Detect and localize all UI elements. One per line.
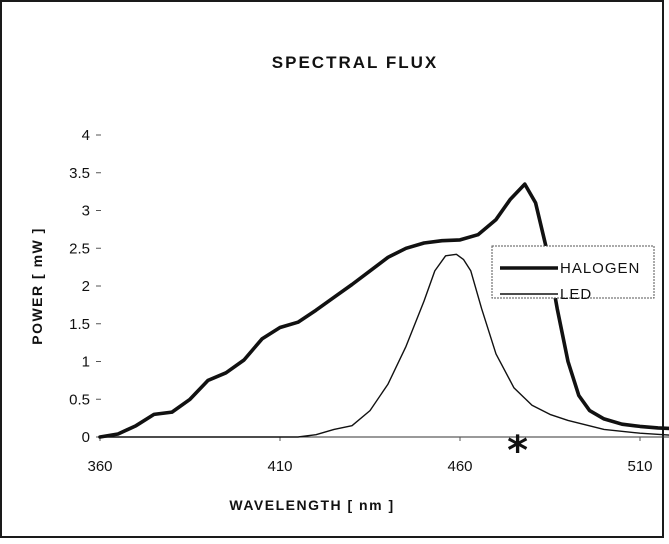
x-tick-label: 460 bbox=[447, 458, 472, 475]
x-tick-label: 510 bbox=[627, 458, 652, 475]
y-tick-label: 3.5 bbox=[69, 165, 90, 182]
y-tick-label: 1.5 bbox=[69, 316, 90, 333]
legend-box bbox=[491, 245, 655, 299]
annotation-marker: * bbox=[507, 428, 528, 474]
y-tick-label: 1 bbox=[82, 354, 90, 371]
series-layer bbox=[98, 182, 669, 439]
x-tick-label: 410 bbox=[267, 458, 292, 475]
legend-label-halogen: HALOGEN bbox=[560, 260, 640, 277]
y-tick-label: 0 bbox=[82, 429, 90, 446]
legend-label-led: LED bbox=[560, 286, 592, 303]
series-line-led bbox=[99, 253, 669, 438]
y-tick-label: 2.5 bbox=[69, 240, 90, 257]
y-tick-label: 2 bbox=[82, 278, 90, 295]
y-tick-label: 4 bbox=[82, 127, 90, 144]
x-tick-label: 360 bbox=[87, 458, 112, 475]
y-tick-label: 0.5 bbox=[69, 391, 90, 408]
legend: HALOGEN LED bbox=[491, 245, 655, 303]
series-line-halogen bbox=[98, 182, 669, 439]
y-tick-label: 3 bbox=[82, 203, 90, 220]
y-axis-label: POWER [ mW ] bbox=[29, 227, 45, 345]
chart-title: SPECTRAL FLUX bbox=[272, 53, 438, 72]
x-axis-label: WAVELENGTH [ nm ] bbox=[229, 497, 394, 513]
